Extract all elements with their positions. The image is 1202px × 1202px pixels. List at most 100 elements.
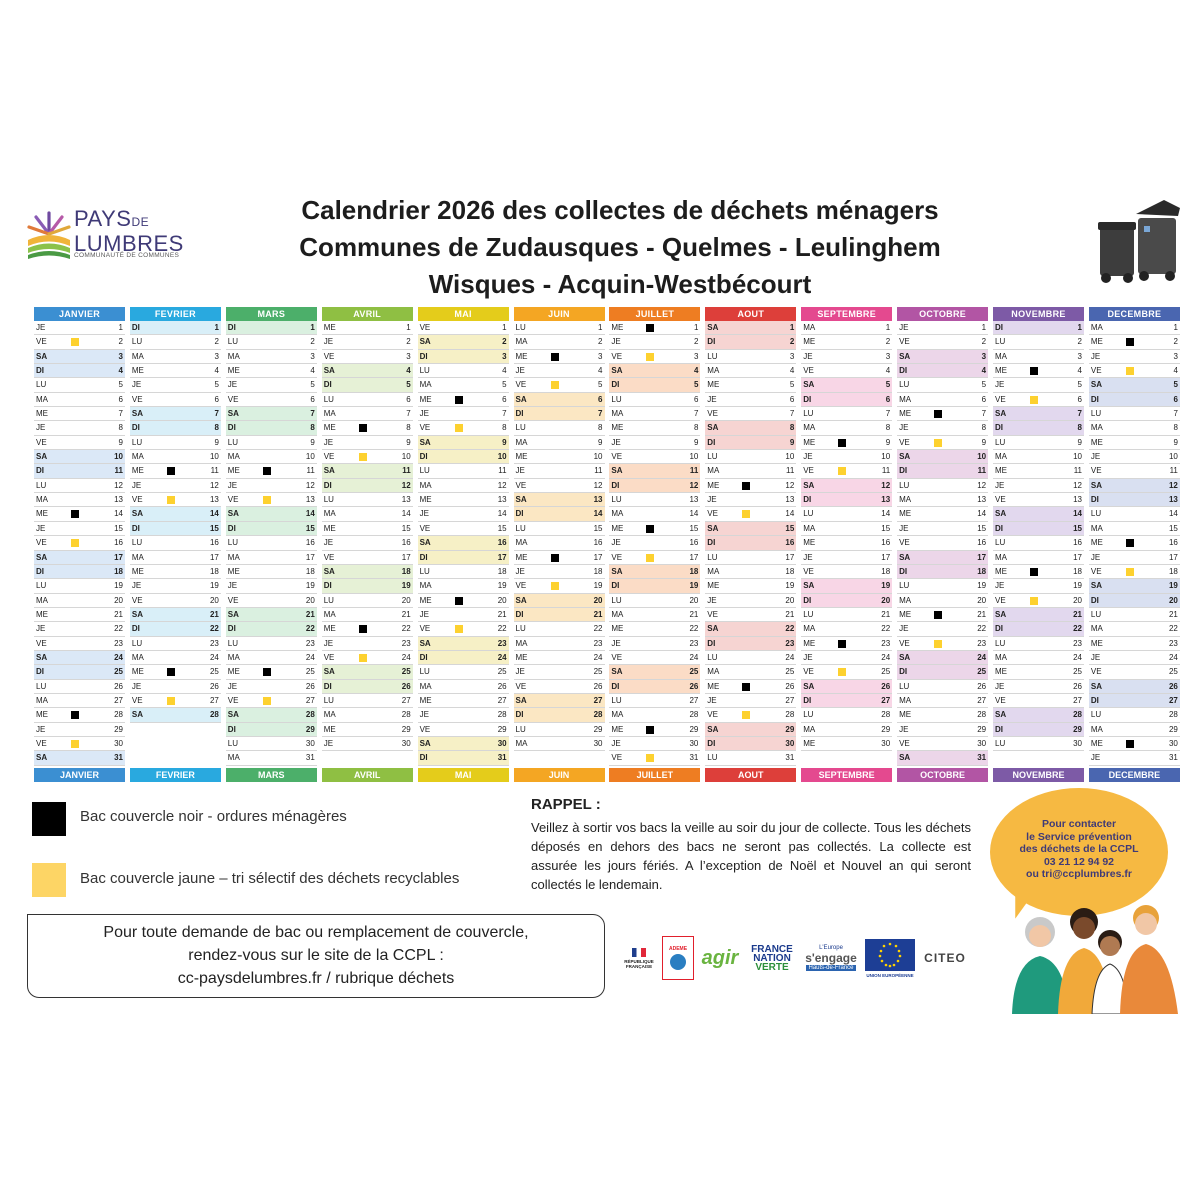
yellow-bin-marker: [454, 424, 463, 433]
day-name: JE: [995, 581, 1005, 591]
day-name: MA: [899, 394, 912, 404]
day-name: DI: [1090, 595, 1099, 605]
day-row: MA 1: [1088, 321, 1180, 336]
contact-phone[interactable]: 03 21 12 94 92: [1043, 855, 1115, 868]
day-name: ME: [227, 667, 240, 677]
day-name: DI: [419, 652, 428, 662]
day-name: VE: [1090, 566, 1102, 576]
day-name: LU: [323, 394, 334, 404]
black-bin-marker: [742, 481, 751, 490]
day-row: JE 12: [129, 479, 221, 494]
day-name: JE: [419, 710, 429, 720]
day-row: MA 24: [225, 651, 317, 666]
day-name: SA: [1090, 480, 1103, 490]
day-name: LU: [899, 480, 910, 490]
day-number: 26: [1168, 681, 1178, 691]
day-name: JE: [323, 337, 334, 347]
day-name: DI: [995, 423, 1003, 433]
day-row: VE 13: [129, 493, 221, 508]
day-row: SA 25: [321, 665, 413, 680]
day-name: ME: [611, 423, 624, 433]
month-header: JANVIER: [34, 307, 125, 321]
day-number: 11: [1169, 466, 1178, 476]
day-row: JE 7: [417, 407, 509, 422]
day-row: DI 4: [897, 364, 989, 379]
day-row: VE 13: [993, 493, 1084, 508]
day-name: SA: [36, 351, 48, 361]
day-row: SA 6: [513, 392, 605, 408]
day-name: SA: [899, 351, 911, 361]
day-number: 16: [785, 538, 795, 548]
day-number: 3: [885, 351, 891, 361]
day-name: MA: [707, 667, 720, 677]
day-row: JE 10: [801, 450, 893, 465]
bin-request-link[interactable]: cc-paysdelumbres.fr / rubrique déchets: [177, 970, 455, 987]
day-number: 23: [114, 638, 123, 648]
day-number: 30: [977, 738, 987, 748]
day-number: 30: [881, 738, 891, 748]
day-name: SA: [515, 394, 527, 404]
day-name: DI: [995, 624, 1003, 634]
day-row: JE 19: [225, 579, 317, 594]
day-name: SA: [611, 366, 623, 376]
day-number: 29: [1168, 724, 1178, 734]
day-row: DI 27: [1088, 693, 1180, 709]
day-number: 11: [785, 466, 795, 476]
month-footer: MAI: [417, 768, 509, 782]
day-row: ME 6: [417, 393, 509, 408]
day-row: LU 1: [513, 321, 605, 336]
day-name: MA: [515, 538, 528, 548]
day-name: JE: [707, 495, 717, 505]
day-name: DI: [611, 681, 620, 691]
day-row: DI 8: [225, 421, 317, 436]
day-number: 13: [1073, 495, 1082, 505]
day-name: LU: [419, 366, 430, 376]
trash-bins-icon: [1098, 200, 1180, 283]
day-row: JE 8: [34, 421, 125, 436]
contact-email[interactable]: ou tri@ccplumbres.fr: [1026, 868, 1132, 880]
day-row: LU 4: [417, 364, 509, 379]
month-header: NOVEMBRE: [993, 307, 1084, 321]
day-row: VE 29: [417, 723, 509, 737]
day-name: SA: [803, 380, 815, 390]
collection-calendar: JANVIER JE 1 VE 2 SA 3 DI 4 LU 5 MA 6 ME 7 JE 8 VE 9 SA 10 DI…: [34, 307, 1180, 782]
day-row: LU 24: [705, 651, 797, 666]
day-name: LU: [131, 437, 143, 447]
month-column: DECEMBRE MA 1 ME 2 JE 3 VE 4 SA 5 DI 6 LU 7 MA 8 ME 9 JE 10 V…: [1088, 307, 1180, 782]
day-row: DI 14: [513, 507, 605, 522]
day-number: 28: [977, 710, 987, 720]
day-row: DI 1: [129, 321, 221, 336]
day-number: 30: [689, 738, 699, 748]
day-number: 28: [785, 710, 795, 720]
day-number: 17: [689, 552, 699, 562]
day-number: 3: [118, 351, 123, 361]
day-number: 13: [1168, 495, 1178, 505]
day-row: DI 19: [321, 579, 413, 594]
month-column: NOVEMBRE DI 1 LU 2 MA 3 ME 4 JE 5 VE 6 SA 7 DI 8 LU 9 MA 10 M…: [993, 307, 1084, 782]
day-name: DI: [611, 480, 620, 490]
day-number: 16: [689, 538, 699, 548]
day-number: 6: [310, 394, 315, 404]
day-number: 21: [305, 609, 315, 619]
day-number: 10: [401, 452, 411, 462]
day-number: 18: [497, 566, 507, 576]
black-bin-marker: [454, 596, 463, 605]
day-name: DI: [899, 366, 908, 376]
day-row: LU 22: [513, 622, 605, 637]
day-number: 24: [114, 652, 123, 662]
day-name: ME: [515, 552, 528, 562]
black-bin-marker: [934, 410, 943, 419]
day-number: 2: [118, 337, 123, 347]
day-number: 25: [114, 667, 123, 677]
day-number: 20: [209, 595, 219, 605]
day-row: ME 2: [1088, 335, 1180, 350]
day-name: DI: [227, 624, 236, 634]
day-number: 5: [214, 380, 219, 390]
day-row: ME 29: [321, 723, 413, 737]
day-name: LU: [995, 638, 1006, 648]
day-name: VE: [515, 681, 527, 691]
day-number: 20: [401, 595, 411, 605]
day-name: LU: [227, 738, 239, 748]
day-row: DI 31: [417, 751, 509, 766]
day-name: SA: [707, 624, 719, 634]
